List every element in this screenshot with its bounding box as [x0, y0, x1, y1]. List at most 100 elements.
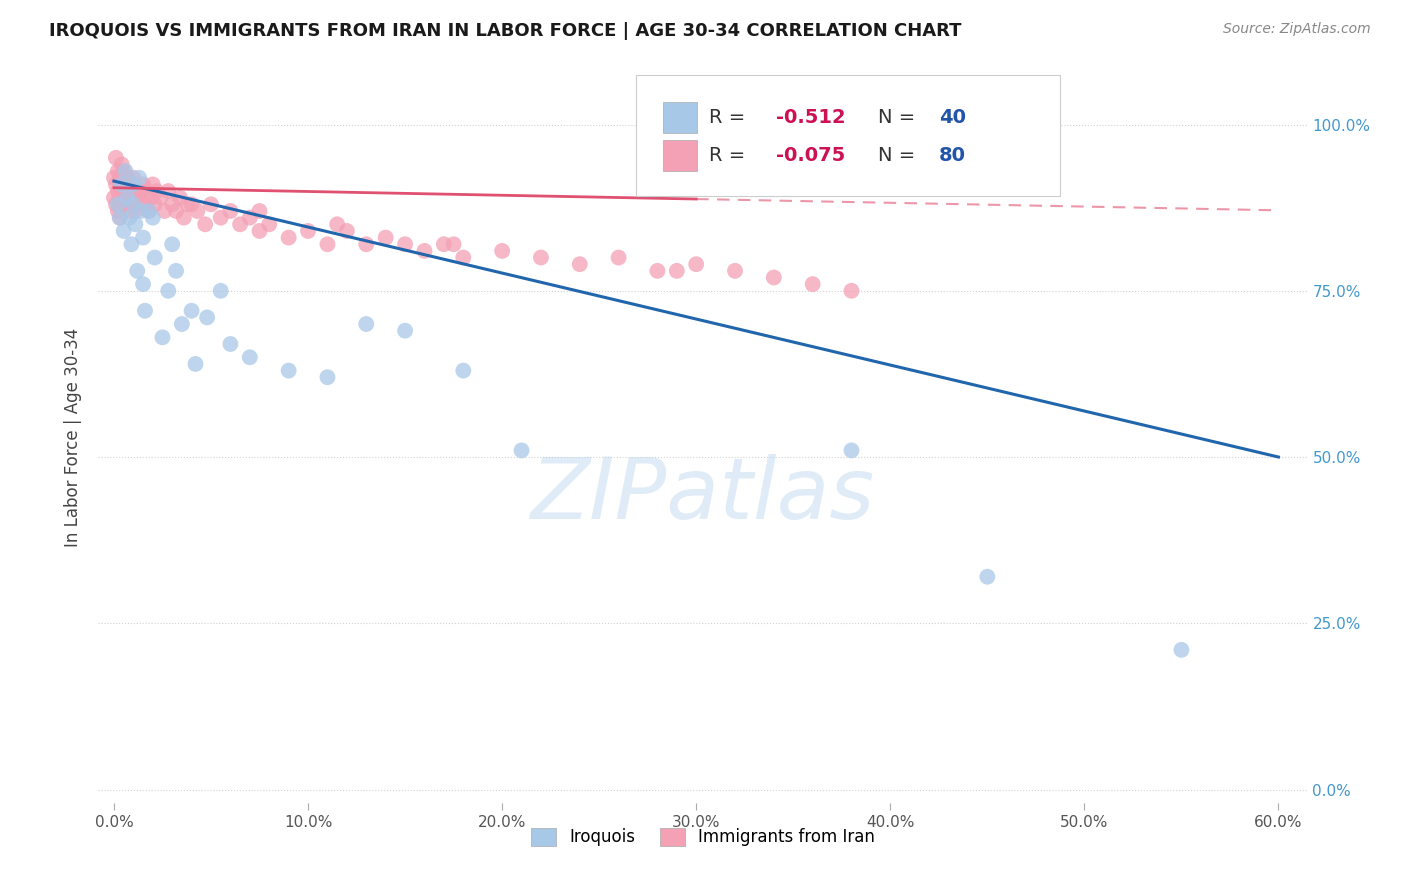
Point	[180, 303, 202, 318]
Point	[143, 251, 166, 265]
Point	[173, 211, 195, 225]
Point	[647, 264, 669, 278]
Point	[491, 244, 513, 258]
Point	[138, 204, 160, 219]
Point	[132, 178, 155, 192]
Point	[107, 204, 129, 219]
Point	[510, 443, 533, 458]
Point	[165, 204, 187, 219]
Point	[111, 184, 134, 198]
Legend: Iroquois, Immigrants from Iran: Iroquois, Immigrants from Iran	[524, 821, 882, 853]
Point	[120, 178, 142, 192]
Point	[277, 230, 299, 244]
Point	[114, 164, 136, 178]
Point	[176, 197, 198, 211]
Point	[124, 184, 146, 198]
Point	[108, 191, 131, 205]
Point	[453, 251, 475, 265]
Text: ZIPatlas: ZIPatlas	[531, 454, 875, 537]
Point	[316, 370, 339, 384]
Text: N =: N =	[879, 146, 922, 165]
Point	[114, 178, 136, 192]
Point	[103, 170, 125, 185]
Text: 40: 40	[939, 108, 966, 127]
Point	[336, 224, 359, 238]
Point	[453, 363, 475, 377]
Point	[120, 237, 142, 252]
Point	[117, 191, 139, 205]
Point	[157, 184, 180, 198]
Text: N =: N =	[879, 108, 922, 127]
Point	[194, 217, 217, 231]
Point	[157, 284, 180, 298]
Point	[297, 224, 319, 238]
Point	[239, 351, 262, 365]
Point	[209, 211, 232, 225]
Point	[118, 211, 141, 225]
Point	[117, 191, 139, 205]
Point	[443, 237, 465, 252]
Point	[169, 191, 191, 205]
Point	[153, 204, 176, 219]
Point	[132, 230, 155, 244]
Point	[122, 178, 145, 192]
Point	[165, 264, 187, 278]
Point	[257, 217, 280, 231]
Point	[129, 184, 152, 198]
Point	[104, 151, 127, 165]
Point	[801, 277, 824, 292]
Point	[107, 197, 129, 211]
Point	[108, 211, 131, 225]
Point	[665, 264, 688, 278]
Text: R =: R =	[709, 108, 752, 127]
Point	[976, 570, 998, 584]
Text: 80: 80	[939, 146, 966, 165]
Point	[841, 443, 863, 458]
Point	[229, 217, 252, 231]
Point	[160, 197, 183, 211]
Point	[354, 237, 377, 252]
Point	[118, 184, 141, 198]
Point	[124, 217, 146, 231]
Point	[160, 237, 183, 252]
Point	[180, 197, 202, 211]
Point	[249, 204, 271, 219]
Point	[724, 264, 747, 278]
Point	[530, 251, 553, 265]
Point	[1170, 643, 1192, 657]
Point	[841, 284, 863, 298]
Point	[239, 211, 262, 225]
Point	[186, 204, 208, 219]
Point	[134, 197, 156, 211]
Point	[104, 197, 127, 211]
Text: -0.512: -0.512	[776, 108, 845, 127]
FancyBboxPatch shape	[664, 140, 697, 171]
Point	[142, 178, 165, 192]
Point	[152, 330, 174, 344]
Point	[107, 184, 129, 198]
Point	[143, 197, 166, 211]
Point	[170, 317, 193, 331]
Point	[354, 317, 377, 331]
Y-axis label: In Labor Force | Age 30-34: In Labor Force | Age 30-34	[65, 327, 83, 547]
Point	[249, 224, 271, 238]
Point	[112, 224, 135, 238]
Point	[138, 204, 160, 219]
Point	[127, 191, 149, 205]
Point	[134, 303, 156, 318]
Point	[145, 184, 167, 198]
Point	[128, 170, 150, 185]
Point	[111, 157, 134, 171]
Text: IROQUOIS VS IMMIGRANTS FROM IRAN IN LABOR FORCE | AGE 30-34 CORRELATION CHART: IROQUOIS VS IMMIGRANTS FROM IRAN IN LABO…	[49, 22, 962, 40]
Point	[114, 197, 136, 211]
Point	[136, 184, 159, 198]
Point	[127, 264, 149, 278]
Point	[108, 170, 131, 185]
Point	[219, 337, 242, 351]
Point	[568, 257, 591, 271]
Point	[103, 191, 125, 205]
Point	[118, 204, 141, 219]
Point	[200, 197, 222, 211]
Point	[394, 237, 416, 252]
Point	[219, 204, 242, 219]
